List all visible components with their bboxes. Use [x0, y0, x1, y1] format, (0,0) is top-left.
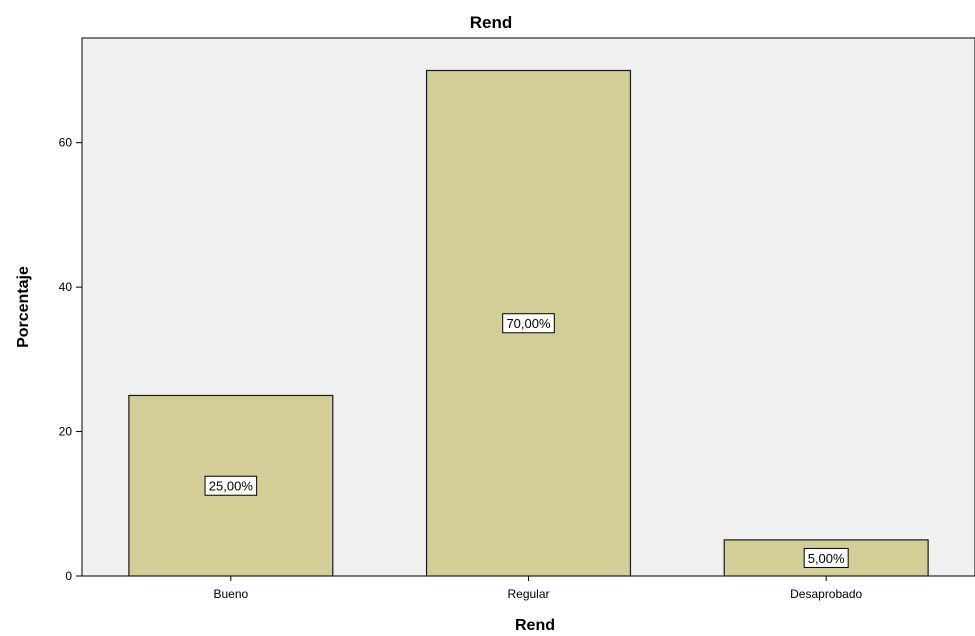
x-axis: Bueno Regular Desaprobado — [213, 576, 863, 601]
x-axis-title: Rend — [515, 617, 555, 634]
data-label: 25,00% — [209, 479, 254, 494]
x-tick-label: Bueno — [213, 587, 248, 601]
data-label-box — [502, 313, 555, 334]
bars: 25,00% 70,00% 5,00% — [128, 69, 929, 577]
y-axis-title: Porcentaje — [15, 266, 32, 348]
y-tick-label: 40 — [59, 280, 73, 294]
y-tick-label: 0 — [65, 569, 72, 583]
y-tick-label: 20 — [59, 425, 73, 439]
data-label: 70,00% — [506, 316, 551, 331]
y-axis: 0 20 40 60 — [59, 136, 82, 583]
x-tick-label: Desaprobado — [790, 587, 862, 601]
data-label-box — [204, 475, 258, 496]
data-label: 5,00% — [808, 551, 845, 566]
data-label-box — [803, 547, 849, 568]
x-tick-label: Regular — [507, 587, 549, 601]
chart-title: Rend — [470, 13, 513, 32]
y-tick-label: 60 — [59, 136, 73, 150]
